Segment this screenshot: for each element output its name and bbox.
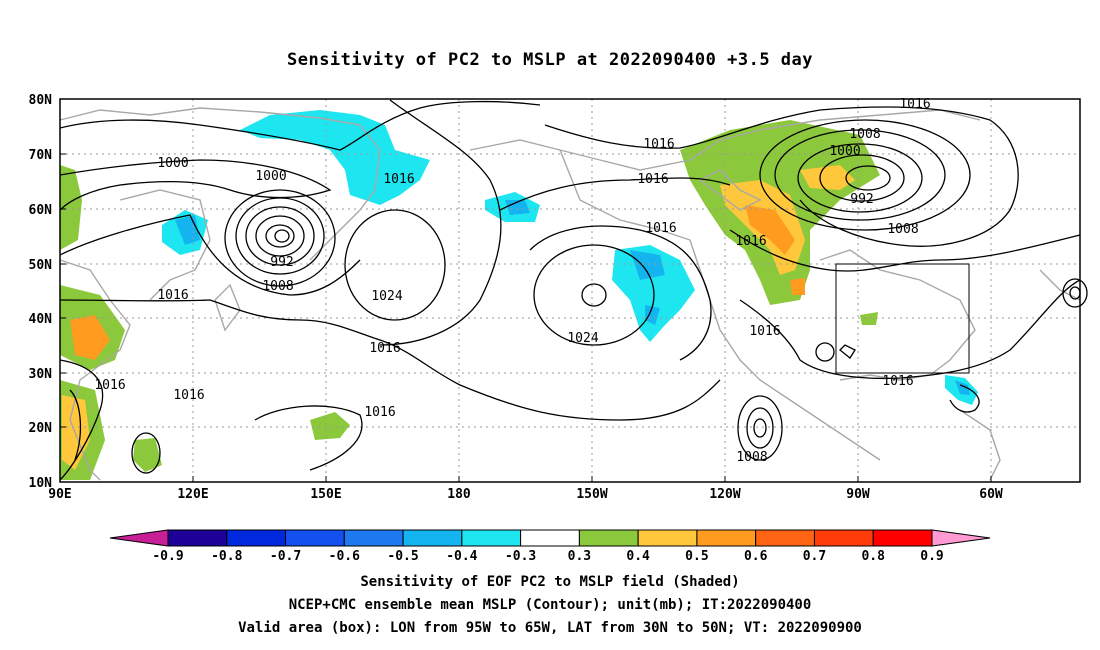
colorbar-tick-label: -0.3: [505, 549, 536, 564]
contour-labels: 1016 1008 1000 1016 1016 1000 992 1016 1…: [94, 97, 930, 465]
colorbar-tick-label: 0.7: [803, 549, 826, 564]
coastlines: [59, 107, 1081, 481]
colorbar-box: [813, 529, 874, 547]
shade-blue-gulf: [630, 250, 665, 280]
shade-blue-gulf2: [645, 305, 660, 325]
colorbar-tick-label: 0.4: [626, 549, 650, 564]
footer-line-2: NCEP+CMC ensemble mean MSLP (Contour); u…: [288, 597, 812, 613]
contour-label: 1024: [371, 289, 402, 304]
lon-label: 150E: [310, 487, 341, 502]
mslp-contours: [59, 99, 1088, 481]
footer-line-1: Sensitivity of EOF PC2 to MSLP field (Sh…: [360, 574, 740, 590]
shade-yellow-greenland: [800, 165, 855, 190]
shade-green-pacific-sub: [310, 412, 350, 440]
colorbar-box: [520, 529, 580, 547]
shade-green-sea2: [133, 438, 162, 472]
lat-label: 30N: [29, 367, 53, 382]
colorbar-tick-label: -0.5: [387, 549, 418, 564]
colorbar-tick-label: -0.4: [446, 549, 477, 564]
contour-label: 1000: [255, 169, 286, 184]
colorbar-box: [285, 529, 345, 547]
contour-label: 1016: [882, 374, 913, 389]
contour-label: 1008: [849, 127, 880, 142]
lon-label: 120W: [709, 487, 740, 502]
lat-label: 20N: [29, 421, 53, 436]
longitude-labels: 90E 120E 150E 180 150W 120W 90W 60W: [48, 487, 1003, 502]
shade-green-us: [860, 312, 878, 325]
colorbar-box: [343, 529, 404, 547]
contour-label: 1016: [157, 288, 188, 303]
lon-label: 150W: [576, 487, 607, 502]
lon-label: 60W: [979, 487, 1003, 502]
colorbar-tick-label: -0.9: [152, 549, 183, 564]
lon-label: 180: [447, 487, 471, 502]
shade-cyan-arctic: [240, 110, 430, 205]
colorbar-box: [696, 529, 757, 547]
latitude-labels: 80N 70N 60N 50N 40N 30N 20N 10N: [29, 93, 53, 491]
shade-orange-canada: [745, 205, 795, 255]
contour-label: 1008: [736, 450, 767, 465]
contour-label: 1016: [637, 172, 668, 187]
colorbar-tick-label: -0.8: [211, 549, 242, 564]
contour-label: 992: [850, 192, 873, 207]
gridlines: [60, 99, 1080, 482]
colorbar-box: [578, 529, 639, 547]
contour-label: 992: [270, 255, 293, 270]
contour-label: 1024: [567, 331, 598, 346]
colorbar-box: [167, 529, 228, 547]
contour-label: 1016: [735, 234, 766, 249]
contour-label: 1016: [94, 378, 125, 393]
shade-blue-atlantic: [955, 380, 970, 395]
colorbar-tick-label: 0.6: [744, 549, 768, 564]
lat-label: 80N: [29, 93, 53, 108]
colorbar-tick-label: -0.7: [270, 549, 301, 564]
colorbar-box: [755, 529, 815, 547]
colorbar: -0.9 -0.8 -0.7 -0.6 -0.5 -0.4 -0.3 0.3 0.4 0.5 0.6…: [109, 529, 991, 564]
contour-label: 1016: [383, 172, 414, 187]
shade-blue-bering: [505, 200, 530, 215]
colorbar-box: [226, 529, 287, 547]
lat-label: 60N: [29, 203, 53, 218]
colorbar-box: [402, 529, 463, 547]
contour-label: 1000: [157, 156, 188, 171]
footer-line-3: Valid area (box): LON from 95W to 65W, L…: [238, 620, 862, 636]
shade-orange-china: [70, 315, 110, 360]
lat-label: 10N: [29, 476, 53, 491]
colorbar-tick-label: 0.3: [568, 549, 591, 564]
lon-label: 90E: [48, 487, 71, 502]
lat-label: 40N: [29, 312, 53, 327]
map-frame: [59, 98, 1081, 483]
axis-ticks: [60, 98, 992, 482]
valid-area-box: [835, 263, 970, 374]
colorbar-tick-label: 0.8: [861, 549, 885, 564]
contour-label: 1016: [369, 341, 400, 356]
lat-label: 70N: [29, 148, 53, 163]
colorbar-tick-label: 0.9: [920, 549, 943, 564]
colorbar-tick-label: 0.5: [685, 549, 708, 564]
contour-label: 1008: [262, 279, 293, 294]
colorbar-box: [461, 529, 522, 547]
colorbar-high-end: [931, 529, 991, 547]
lat-label: 50N: [29, 258, 53, 273]
lon-label: 90W: [846, 487, 870, 502]
colorbar-box: [872, 529, 933, 547]
plot-title: Sensitivity of PC2 to MSLP at 2022090400…: [286, 50, 813, 70]
contour-label: 1016: [749, 324, 780, 339]
colorbar-tick-label: -0.6: [329, 549, 360, 564]
contour-label: 1016: [173, 388, 204, 403]
contour-label: 1016: [645, 221, 676, 236]
shade-green-nw-pacific: [60, 165, 82, 250]
sensitivity-shading: [60, 110, 978, 480]
lon-label: 120E: [177, 487, 208, 502]
contour-label: 1008: [887, 222, 918, 237]
contour-label: 1000: [829, 144, 860, 159]
colorbar-low-end: [109, 529, 169, 547]
contour-label: 1016: [899, 97, 930, 112]
contour-label: 1016: [643, 137, 674, 152]
contour-label: 1016: [364, 405, 395, 420]
shade-orange-canada2: [790, 278, 805, 295]
colorbar-box: [637, 529, 698, 547]
